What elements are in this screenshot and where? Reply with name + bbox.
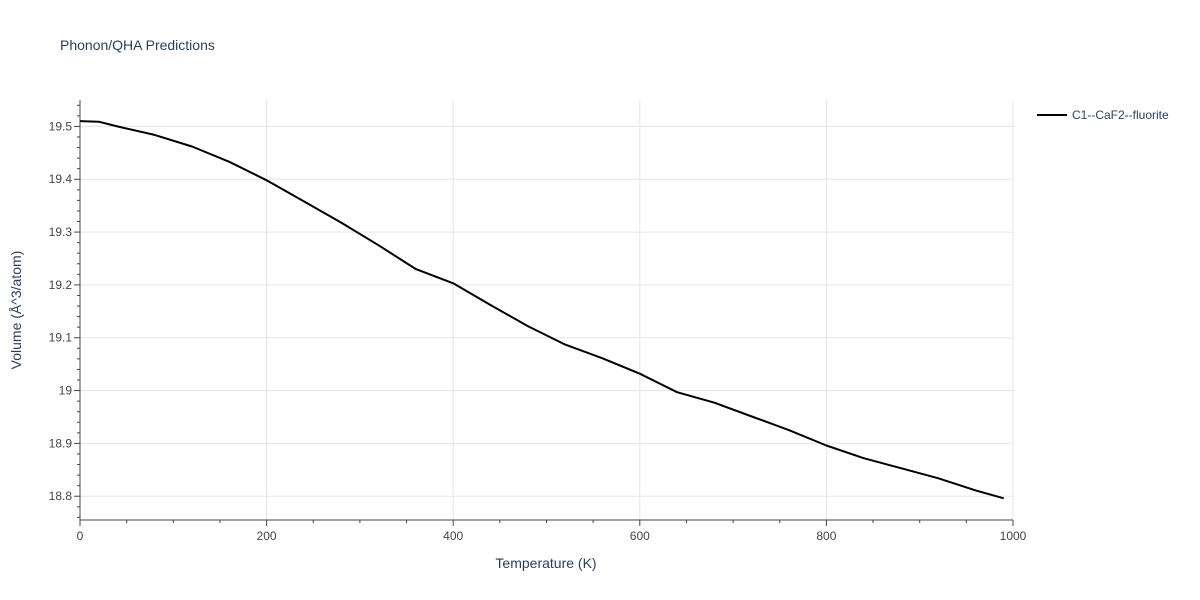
axes [79, 100, 1013, 521]
grid-lines [80, 100, 1014, 520]
x-axis-title: Temperature (K) [495, 555, 596, 571]
x-tick-label: 200 [257, 529, 277, 543]
series-group [79, 120, 1004, 500]
y-tick-label: 18.9 [49, 436, 73, 450]
y-tick-label: 19.2 [49, 278, 73, 292]
y-axis-ticks: 18.8 18.9 19 19.1 19.2 19.3 19.4 19.5 [49, 104, 80, 518]
x-tick-label: 600 [630, 529, 650, 543]
x-tick-label: 400 [443, 529, 463, 543]
legend[interactable]: C1--CaF2--fluorite [1037, 108, 1169, 122]
y-tick-label: 19.4 [49, 172, 73, 186]
y-tick-label: 19.1 [49, 331, 73, 345]
y-tick-label: 18.8 [49, 489, 73, 503]
chart-title: Phonon/QHA Predictions [60, 37, 215, 53]
x-tick-label: 800 [816, 529, 836, 543]
x-tick-label: 1000 [1000, 529, 1027, 543]
series-line [79, 120, 1004, 500]
y-tick-label: 19 [59, 384, 73, 398]
y-tick-label: 19.3 [49, 225, 73, 239]
legend-label[interactable]: C1--CaF2--fluorite [1072, 108, 1169, 122]
x-axis-ticks: 0 200 400 600 800 1000 [77, 520, 1027, 543]
y-axis-title: Volume (Å^3/atom) [8, 251, 24, 370]
y-tick-label: 19.5 [49, 119, 73, 133]
x-tick-label: 0 [77, 529, 84, 543]
